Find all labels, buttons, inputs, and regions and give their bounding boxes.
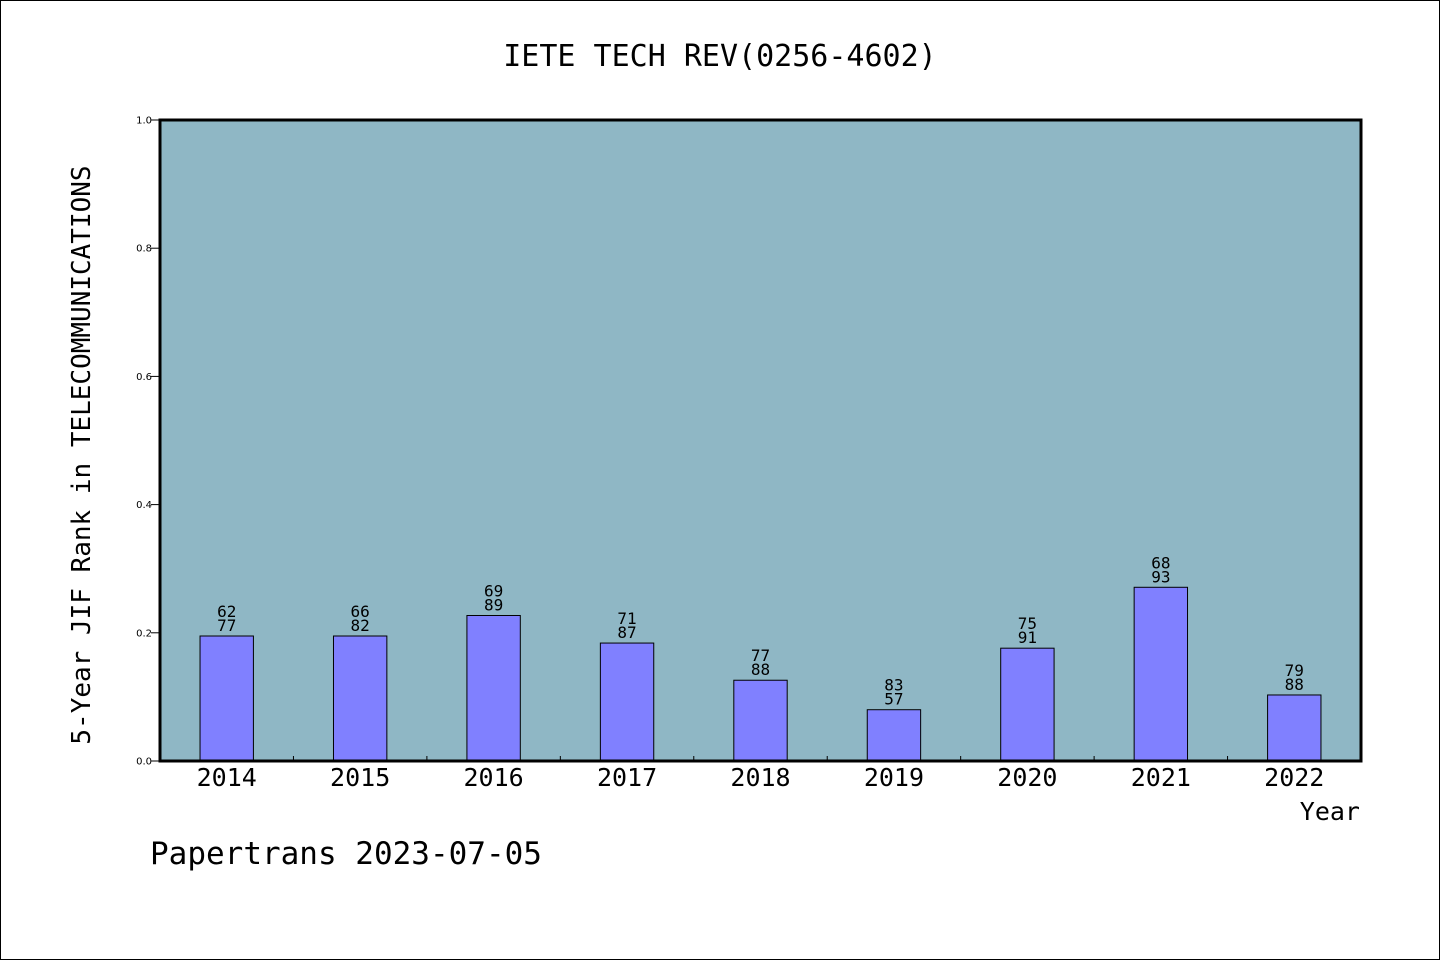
x-tick-label: 2021 — [1131, 763, 1191, 792]
x-tick-label: 2022 — [1264, 763, 1324, 792]
data-label-bottom: 91 — [1018, 628, 1037, 647]
y-tick-label: 0.6 — [136, 372, 152, 383]
data-label-bottom: 88 — [751, 660, 770, 679]
data-label-top: 66 — [351, 602, 370, 621]
bar-2018 — [733, 679, 788, 762]
data-label-top: 79 — [1285, 661, 1304, 680]
data-label-bottom: 93 — [1151, 567, 1170, 586]
y-tick-label: 0.8 — [136, 244, 152, 255]
y-axis-label: 5-Year JIF Rank in TELECOMMUNICATIONS — [67, 165, 97, 744]
bar-2022 — [1267, 694, 1322, 762]
x-tick-label: 2019 — [864, 763, 924, 792]
data-label-bottom: 57 — [884, 690, 903, 709]
data-label-top: 68 — [1151, 553, 1170, 572]
x-tick-label: 2020 — [997, 763, 1057, 792]
data-label-top: 75 — [1018, 614, 1037, 633]
data-label-bottom: 77 — [217, 616, 236, 635]
x-tick-label: 2018 — [730, 763, 790, 792]
data-label-top: 62 — [217, 602, 236, 621]
bar-2016 — [466, 614, 521, 762]
x-axis: 2014 2015 2016 2017 2018 2019 2020 2021 2022 — [197, 756, 1324, 792]
x-axis-label: Year — [1300, 797, 1360, 826]
y-tick-label: 0.4 — [136, 500, 152, 511]
y-tick-label: 1.0 — [136, 116, 152, 127]
y-tick-label: 0.0 — [136, 757, 152, 768]
bar-2015 — [332, 635, 388, 762]
data-label-bottom: 89 — [484, 595, 503, 614]
data-label-top: 71 — [617, 609, 636, 628]
bar-series — [199, 586, 1322, 762]
data-label-top: 69 — [484, 581, 503, 600]
data-label-top: 83 — [884, 676, 903, 695]
x-tick-label: 2016 — [464, 763, 524, 792]
data-label-bottom: 87 — [617, 623, 636, 642]
y-tick-label: 0.2 — [136, 628, 152, 639]
footer-text: Papertrans 2023-07-05 — [150, 836, 542, 872]
bar-2014 — [199, 635, 254, 762]
plot-frame — [158, 118, 1363, 763]
bar-2021 — [1133, 586, 1189, 762]
bar-2020 — [1000, 647, 1055, 762]
x-tick-label: 2015 — [330, 763, 390, 792]
bar-2017 — [599, 642, 655, 762]
chart-title: IETE TECH REV(0256-4602) — [503, 39, 936, 74]
bar-2019 — [866, 709, 922, 762]
data-label-top: 77 — [751, 646, 770, 665]
data-label-bottom: 88 — [1285, 675, 1304, 694]
x-tick-label: 2017 — [597, 763, 657, 792]
data-label-bottom: 82 — [351, 616, 370, 635]
x-tick-label: 2014 — [197, 763, 257, 792]
